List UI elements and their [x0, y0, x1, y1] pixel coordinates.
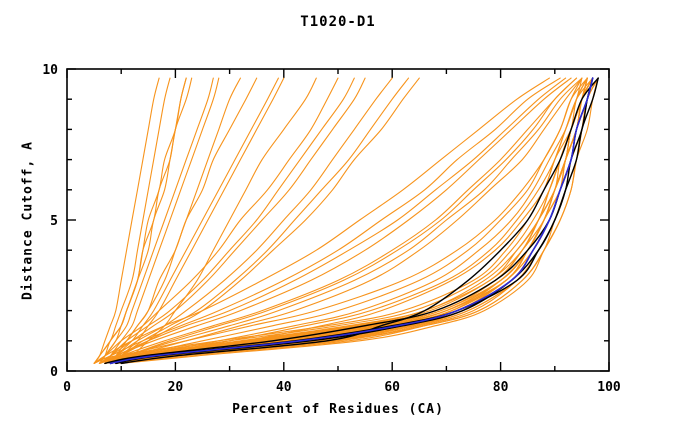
series-line-orange — [104, 77, 578, 364]
x-axis-label: Percent of Residues (CA) — [232, 402, 444, 417]
series-line-orange — [109, 77, 583, 364]
y-tick-label: 10 — [42, 63, 58, 78]
chart-title: T1020-D1 — [300, 14, 376, 30]
series-line-orange — [98, 77, 355, 364]
x-tick-label: 40 — [276, 380, 292, 395]
x-tick-label: 60 — [384, 380, 400, 395]
series-line-blue — [109, 77, 594, 365]
series-line-orange — [104, 77, 393, 364]
series-line-orange — [98, 77, 366, 364]
series-line-orange — [120, 77, 599, 364]
series-line-orange — [109, 77, 583, 364]
series-line-orange — [109, 77, 420, 364]
series-line-orange — [104, 77, 588, 364]
series-line-orange — [120, 77, 317, 364]
series-line-orange — [98, 77, 187, 364]
series-line-orange — [98, 77, 572, 364]
x-tick-label: 20 — [168, 380, 184, 395]
y-tick-label: 0 — [50, 365, 58, 380]
x-tick-label: 0 — [63, 380, 71, 395]
x-tick-label: 80 — [493, 380, 509, 395]
y-tick-label: 5 — [50, 214, 58, 229]
series-line-orange — [93, 77, 339, 364]
series-line-orange — [104, 77, 578, 364]
series-line-orange — [93, 77, 160, 364]
series-line-orange — [93, 77, 583, 364]
y-axis-label: Distance Cutoff, A — [20, 141, 36, 300]
series-line-black — [120, 77, 599, 365]
series-line-black — [109, 77, 599, 365]
series-line-orange — [109, 77, 241, 364]
series-line-orange — [109, 77, 599, 364]
series-line-orange — [104, 77, 410, 364]
x-tick-label: 100 — [597, 380, 621, 395]
series-line-orange — [98, 77, 214, 364]
plot-frame — [66, 68, 610, 372]
